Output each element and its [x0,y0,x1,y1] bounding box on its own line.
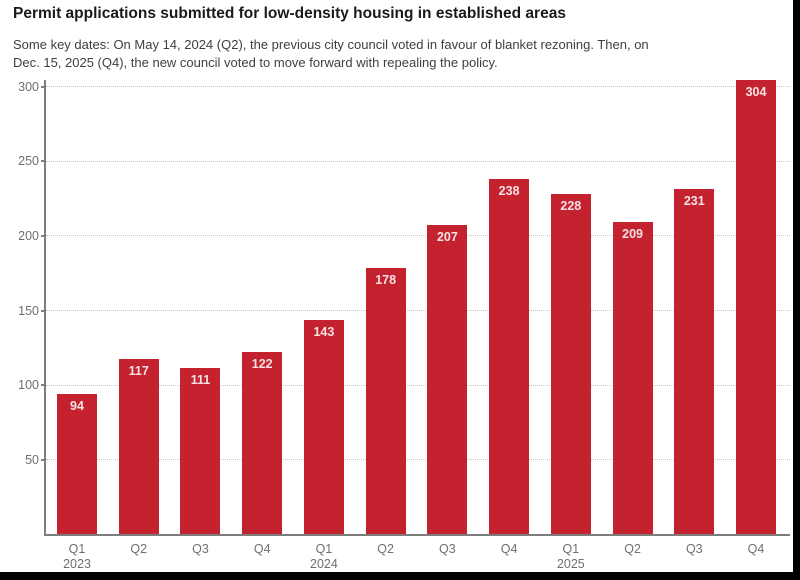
bar-value-label: 228 [560,198,582,213]
x-axis-label: Q4 [747,542,765,556]
y-axis-tick-200 [41,234,46,237]
x-axis-year-label: 2023 [63,557,91,571]
gridline-200 [46,235,790,237]
bar-Q1-94: 94 [57,393,97,534]
bar-value-label: 238 [498,183,520,198]
x-axis-label: Q3 [192,542,209,556]
bar-value-label: 207 [436,229,458,244]
bar-value-label: 143 [313,325,335,340]
bar-value-label: 178 [375,273,397,288]
y-axis-label: 150 [18,303,39,318]
x-axis-label: Q3 [685,542,703,556]
x-axis-label: Q1 [68,542,86,556]
gridline-150 [46,310,790,311]
bar-value-label: 94 [70,398,84,413]
gridline-300 [46,86,790,87]
bar-Q4-122: 122 [242,351,283,534]
bar-value-label: 122 [251,356,273,371]
y-axis-tick-150 [41,309,46,312]
y-axis-tick-100 [41,384,46,387]
x-axis-label: Q4 [500,542,518,556]
gridline-250 [46,160,790,162]
y-axis-label: 250 [18,154,39,169]
bar-Q2-178: 178 [365,268,406,534]
bar-Q3-207: 207 [427,224,468,534]
bar-value-label: 231 [683,194,705,209]
bar-Q4-304: 304 [736,80,777,534]
bar-value-label: 304 [745,85,767,100]
x-axis-label: Q1 [562,542,580,556]
x-axis-year-label: 2024 [310,557,338,571]
bar-value-label: 117 [128,364,149,379]
y-axis-line [44,80,46,536]
gridline-50 [46,459,790,461]
window-border-bottom [0,572,800,580]
bar-Q3-111: 111 [180,368,221,534]
x-axis-label: Q2 [624,542,641,556]
x-axis-label: Q3 [439,542,456,556]
bar-Q2-209: 209 [612,221,653,534]
bar-value-label: 111 [190,373,211,388]
y-axis-label: 100 [18,378,39,393]
y-axis-tick-250 [41,160,46,163]
x-axis-line [44,534,790,536]
chart-title: Permit applications submitted for low-de… [13,5,566,22]
y-axis-label: 50 [25,452,39,467]
bar-Q1-228: 228 [550,193,591,534]
chart-subtitle-line-1: Some key dates: On May 14, 2024 (Q2), th… [13,37,649,52]
y-axis-label: 300 [18,79,39,94]
bar-Q4-238: 238 [489,178,530,534]
gridline-100 [46,384,790,386]
x-axis-label: Q1 [315,542,333,556]
bar-Q1-143: 143 [303,320,344,534]
x-axis-label: Q2 [377,542,394,556]
bar-value-label: 209 [622,226,643,241]
x-axis-year-label: 2025 [556,557,585,571]
bar-Q3-231: 231 [674,189,715,534]
chart-subtitle-line-2: Dec. 15, 2025 (Q4), the new council vote… [13,54,498,70]
y-axis-tick-50 [41,458,46,461]
chart-subtitle: Some key dates: On May 14, 2024 (Q2), th… [13,36,788,71]
y-axis-label: 200 [18,228,39,243]
bar-Q2-117: 117 [118,359,159,534]
x-axis-label: Q4 [253,542,271,556]
y-axis-tick-300 [41,85,46,88]
window-border-right [793,0,800,580]
x-axis-label: Q2 [130,542,148,556]
